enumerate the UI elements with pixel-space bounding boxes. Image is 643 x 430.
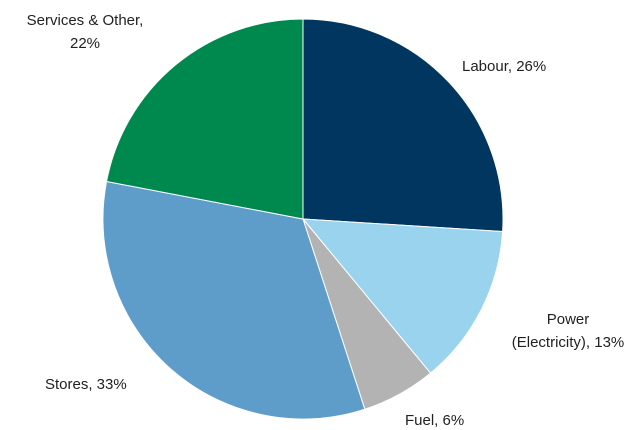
slice-label: Fuel, 6%: [405, 412, 464, 429]
pie-slice: [301, 218, 504, 374]
pie-slice: [105, 18, 304, 220]
pie-slice: [102, 180, 366, 420]
slice-label: Power: [547, 311, 590, 328]
slice-label: (Electricity), 13%: [512, 334, 625, 351]
slice-label: 22%: [70, 35, 100, 52]
slice-label: Labour, 26%: [462, 58, 546, 75]
slice-label: Stores, 33%: [45, 376, 127, 393]
slice-label: Services & Other,: [27, 12, 144, 29]
pie-slice: [302, 18, 504, 233]
